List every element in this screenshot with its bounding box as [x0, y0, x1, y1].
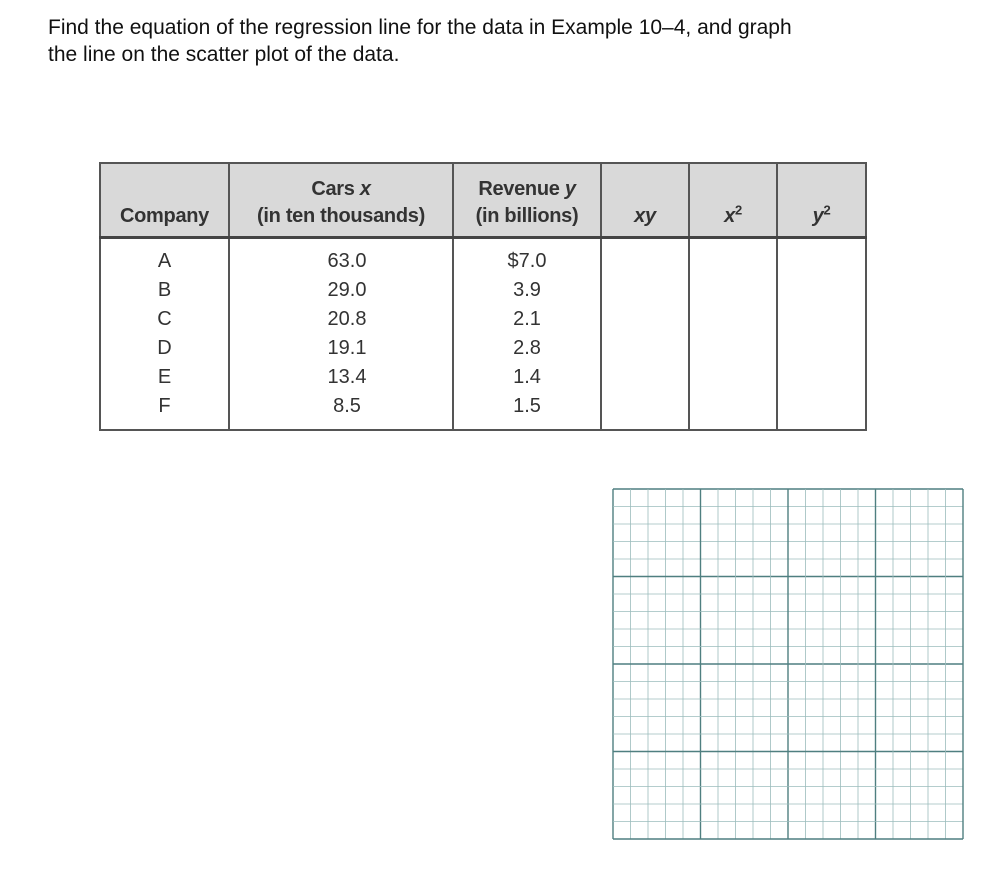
cars-column: 63.0 29.0 20.8 19.1 13.4 8.5 [228, 237, 454, 431]
revenue-cell: $7.0 [507, 250, 547, 272]
header-revenue-label: Revenue [478, 178, 565, 200]
graph-paper[interactable] [612, 488, 964, 840]
problem-statement-line-1: Find the equation of the regression line… [48, 16, 792, 39]
cars-cell: 20.8 [327, 308, 367, 330]
revenue-column: $7.0 3.9 2.1 2.8 1.4 1.5 [452, 237, 602, 431]
company-cell: A [157, 250, 172, 272]
problem-statement-line-2: the line on the scatter plot of the data… [48, 43, 400, 66]
revenue-cell: 1.4 [513, 366, 541, 388]
header-cars-label: Cars [311, 178, 360, 200]
company-cell: C [157, 308, 172, 330]
cars-cell: 29.0 [327, 279, 367, 301]
header-xy: xy [600, 162, 690, 239]
header-cars: Cars x (in ten thousands) [228, 162, 454, 239]
xy-column[interactable] [600, 237, 690, 431]
header-revenue-variable: y [564, 178, 576, 200]
company-cell: E [157, 366, 172, 388]
company-cell: D [157, 337, 172, 359]
data-table-container: Company Cars x (in ten thousands) Revenu… [99, 162, 867, 431]
company-cell: B [157, 279, 172, 301]
header-company: Company [99, 162, 230, 239]
table-header-row: Company Cars x (in ten thousands) Revenu… [99, 162, 867, 239]
header-cars-variable: x [359, 178, 371, 200]
header-revenue: Revenue y (in billions) [452, 162, 602, 239]
data-table: Company Cars x (in ten thousands) Revenu… [99, 162, 867, 431]
graph-paper-grid [612, 488, 964, 840]
revenue-cell: 1.5 [513, 395, 541, 417]
revenue-cell: 2.1 [513, 308, 541, 330]
header-x-squared: x2 [688, 162, 778, 239]
x-squared-column[interactable] [688, 237, 778, 431]
header-cars-unit: (in ten thousands) [257, 205, 425, 227]
cars-cell: 63.0 [327, 250, 367, 272]
y-squared-column[interactable] [776, 237, 867, 431]
cars-cell: 13.4 [327, 366, 367, 388]
header-revenue-unit: (in billions) [475, 205, 579, 227]
cars-cell: 19.1 [327, 337, 367, 359]
revenue-cell: 2.8 [513, 337, 541, 359]
problem-statement: Find the equation of the regression line… [48, 14, 948, 68]
header-y-squared: y2 [776, 162, 867, 239]
company-cell: F [158, 395, 171, 417]
cars-cell: 8.5 [333, 395, 361, 417]
revenue-cell: 3.9 [513, 279, 541, 301]
